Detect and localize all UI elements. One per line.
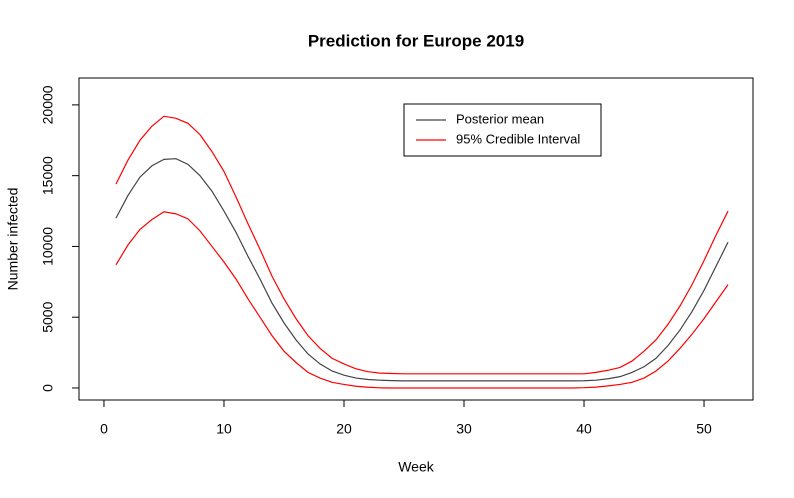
- legend-label: Posterior mean: [456, 111, 544, 126]
- series-line: [115, 158, 729, 382]
- y-tick-label: 0: [40, 384, 56, 392]
- y-axis-label: Number infected: [5, 188, 21, 291]
- x-tick-label: 40: [576, 421, 592, 437]
- x-tick-label: 50: [696, 421, 712, 437]
- x-tick-label: 30: [456, 421, 472, 437]
- x-tick-label: 10: [216, 421, 232, 437]
- x-axis-label: Week: [398, 459, 435, 475]
- chart-title: Prediction for Europe 2019: [308, 31, 524, 50]
- series-line: [115, 115, 729, 375]
- y-tick-label: 20000: [40, 85, 56, 124]
- legend-label: 95% Credible Interval: [456, 131, 580, 146]
- series-line: [115, 211, 729, 389]
- legend-box: [403, 103, 602, 157]
- y-tick-label: 5000: [40, 301, 56, 332]
- y-tick-label: 15000: [40, 156, 56, 195]
- x-tick-label: 20: [336, 421, 352, 437]
- y-tick-label: 10000: [40, 227, 56, 266]
- x-tick-label: 0: [100, 421, 108, 437]
